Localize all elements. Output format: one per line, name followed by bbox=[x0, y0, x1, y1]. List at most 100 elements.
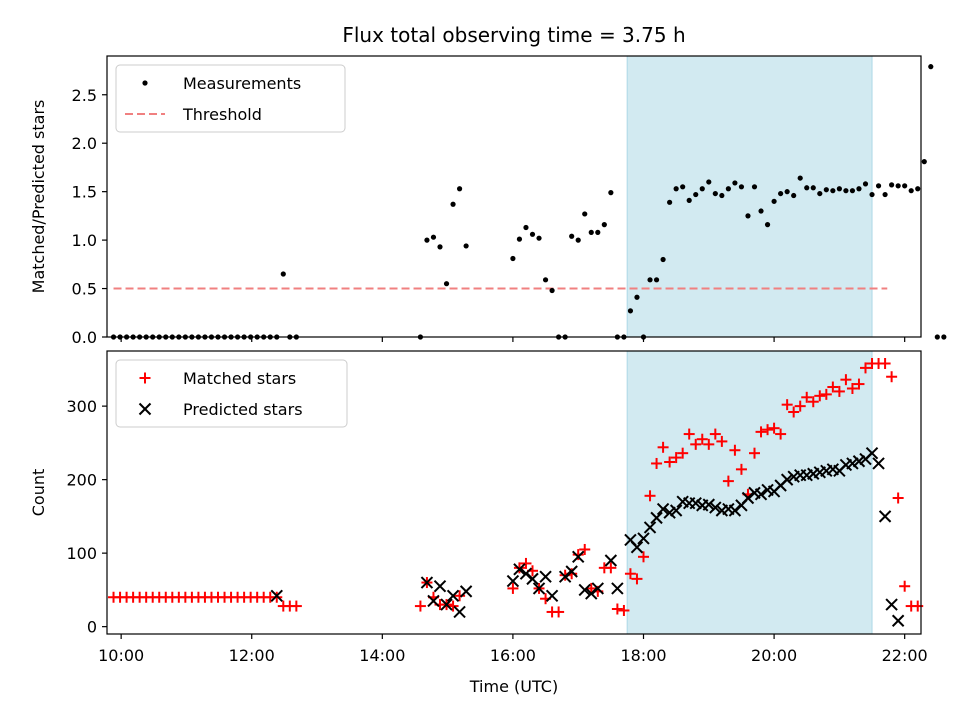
measurement-point bbox=[653, 277, 660, 283]
matched-point bbox=[414, 600, 426, 612]
measurement-point bbox=[869, 191, 875, 198]
x-tick-label: 12:00 bbox=[229, 646, 275, 665]
predicted-point bbox=[459, 585, 473, 598]
predicted-point bbox=[637, 532, 650, 545]
matched-point bbox=[651, 457, 663, 469]
measurement-point bbox=[895, 183, 901, 189]
measurement-point bbox=[443, 281, 450, 287]
measurement-point bbox=[542, 277, 549, 283]
matched-point bbox=[670, 452, 682, 464]
predicted-point bbox=[513, 563, 526, 576]
measurement-point bbox=[450, 201, 456, 207]
matched-point bbox=[775, 428, 787, 440]
measurement-point bbox=[693, 191, 699, 198]
x-tick-label: 16:00 bbox=[490, 646, 536, 665]
matched-point bbox=[833, 385, 845, 397]
matched-point bbox=[290, 600, 302, 612]
predicted-point bbox=[453, 605, 466, 619]
measurement-point bbox=[569, 233, 575, 239]
matched-point bbox=[611, 603, 623, 615]
y-tick-label: 1.5 bbox=[72, 183, 97, 202]
matched-point bbox=[781, 399, 793, 411]
measurement-point bbox=[430, 234, 437, 240]
matched-point bbox=[716, 435, 728, 447]
matched-point bbox=[735, 463, 747, 475]
series-predicted-stars bbox=[270, 446, 905, 627]
measurement-point bbox=[667, 199, 673, 205]
predicted-point bbox=[440, 598, 453, 611]
predicted-point bbox=[669, 504, 683, 517]
measurement-point bbox=[758, 208, 764, 214]
measurement-point bbox=[456, 186, 463, 192]
measurement-point bbox=[849, 188, 856, 194]
predicted-point bbox=[571, 550, 585, 564]
measurement-point bbox=[516, 236, 523, 242]
predicted-point bbox=[865, 446, 879, 460]
predicted-point bbox=[702, 498, 716, 511]
matched-point bbox=[827, 381, 839, 393]
matched-point bbox=[579, 543, 591, 555]
predicted-point bbox=[270, 589, 283, 602]
measurement-point bbox=[843, 188, 849, 194]
measurement-point bbox=[608, 190, 614, 196]
legend-marker bbox=[142, 80, 148, 86]
measurement-point bbox=[437, 244, 443, 250]
measurement-point bbox=[601, 222, 607, 228]
measurement-point bbox=[634, 294, 640, 300]
y-tick-label: 0 bbox=[87, 618, 97, 637]
measurement-point bbox=[660, 256, 666, 263]
predicted-point bbox=[526, 572, 539, 586]
matched-point bbox=[657, 441, 669, 453]
matched-point bbox=[879, 357, 891, 369]
y-tick-label: 1.0 bbox=[72, 231, 97, 250]
y-tick-label: 100 bbox=[66, 544, 97, 563]
measurement-point bbox=[706, 179, 712, 185]
matched-point bbox=[820, 388, 832, 400]
legend-label: Measurements bbox=[183, 74, 301, 93]
axes-frame bbox=[106, 350, 922, 635]
y-tick-label: 2.0 bbox=[72, 134, 97, 153]
measurement-point bbox=[889, 182, 895, 188]
matched-point bbox=[572, 549, 584, 561]
matched-point bbox=[520, 557, 532, 569]
measurement-point bbox=[784, 189, 790, 195]
legend-box bbox=[115, 64, 346, 133]
observing-window-span bbox=[626, 55, 873, 338]
matched-point bbox=[507, 582, 519, 594]
x-axis-label: Time (UTC) bbox=[469, 677, 558, 696]
matched-point bbox=[899, 580, 911, 592]
matched-point bbox=[807, 396, 819, 408]
legend: Matched stars Predicted stars bbox=[115, 359, 348, 428]
measurement-point bbox=[424, 237, 430, 243]
measurement-point bbox=[627, 308, 634, 314]
predicted-point bbox=[709, 501, 722, 514]
measurement-point bbox=[549, 287, 555, 294]
matched-point bbox=[722, 475, 734, 487]
measurement-point bbox=[463, 243, 469, 249]
matched-point bbox=[513, 562, 525, 574]
measurement-point bbox=[647, 277, 653, 283]
y-tick-label: 200 bbox=[66, 471, 97, 490]
predicted-point bbox=[578, 583, 591, 597]
legend-marker bbox=[138, 402, 152, 416]
measurement-point bbox=[280, 271, 286, 277]
y-tick-label: 300 bbox=[66, 397, 97, 416]
matched-point bbox=[853, 378, 865, 390]
matched-point bbox=[762, 424, 774, 436]
measurement-point bbox=[791, 192, 797, 199]
matched-point bbox=[755, 426, 767, 438]
measurement-point bbox=[856, 186, 862, 192]
matched-point bbox=[846, 382, 858, 394]
matched-point bbox=[860, 362, 871, 374]
matched-point bbox=[886, 371, 898, 383]
predicted-point bbox=[591, 582, 605, 595]
measurement-point bbox=[536, 235, 542, 241]
axes-frame bbox=[106, 55, 922, 338]
matched-point bbox=[454, 590, 466, 602]
matched-point bbox=[703, 438, 715, 450]
predicted-point bbox=[885, 598, 898, 611]
y-tick-label: 0.5 bbox=[72, 280, 97, 299]
measurement-point bbox=[875, 183, 882, 189]
y-tick-label: 2.5 bbox=[72, 86, 97, 105]
